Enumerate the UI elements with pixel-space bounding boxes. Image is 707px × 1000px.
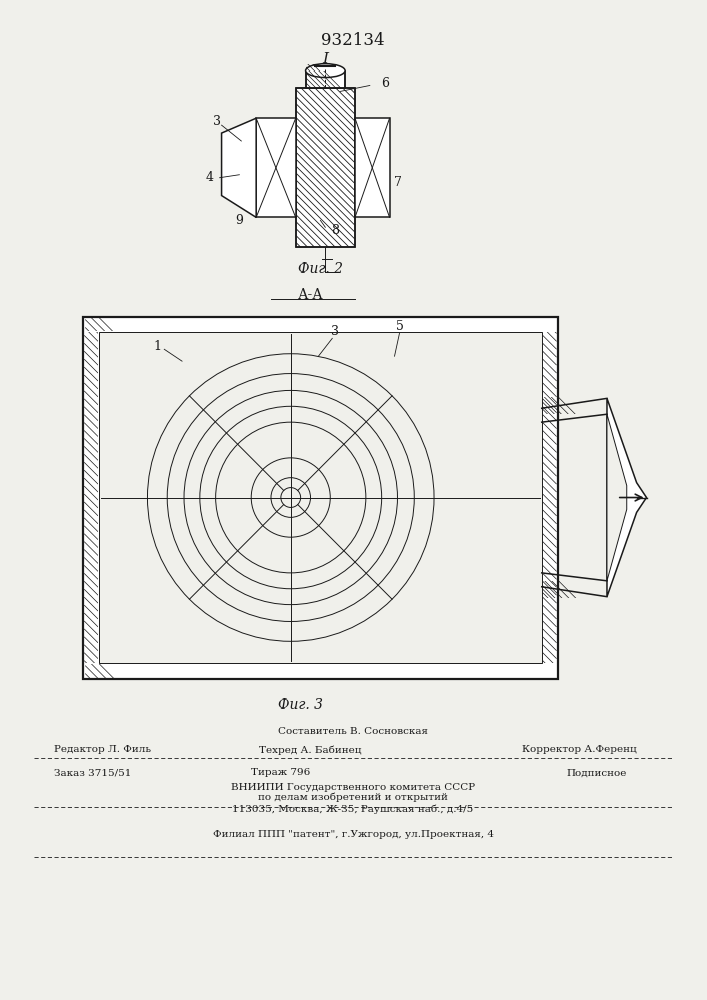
Polygon shape: [296, 88, 355, 247]
Text: Составитель В. Сосновская: Составитель В. Сосновская: [278, 727, 428, 736]
Text: Корректор А.Ференц: Корректор А.Ференц: [522, 745, 636, 754]
Text: ВНИИПИ Государственного комитета СССР: ВНИИПИ Государственного комитета СССР: [231, 783, 475, 792]
Text: Тираж 796: Тираж 796: [251, 768, 310, 777]
Text: I: I: [322, 52, 328, 66]
Text: 9: 9: [235, 214, 243, 227]
Polygon shape: [256, 118, 296, 217]
Polygon shape: [305, 71, 345, 88]
Text: Фиг. 2: Фиг. 2: [298, 262, 343, 276]
Text: Филиал ППП "патент", г.Ужгород, ул.Проектная, 4: Филиал ППП "патент", г.Ужгород, ул.Проек…: [213, 830, 493, 839]
Text: А-А: А-А: [298, 288, 323, 302]
Text: Заказ 3715/51: Заказ 3715/51: [54, 768, 131, 777]
Polygon shape: [83, 317, 558, 679]
Text: 7: 7: [394, 176, 402, 189]
Text: Редактор Л. Филь: Редактор Л. Филь: [54, 745, 151, 754]
Text: 3: 3: [213, 115, 221, 128]
Text: 5: 5: [395, 320, 404, 333]
Ellipse shape: [305, 64, 345, 78]
Text: 8: 8: [331, 224, 339, 237]
Polygon shape: [355, 118, 390, 217]
Polygon shape: [221, 118, 256, 217]
Text: 1: 1: [153, 340, 161, 353]
Polygon shape: [607, 398, 646, 597]
Text: 113035, Москва, Ж-35, Раушская наб., д.4/5: 113035, Москва, Ж-35, Раушская наб., д.4…: [233, 805, 474, 814]
Text: 4: 4: [206, 171, 214, 184]
Text: 6: 6: [380, 77, 389, 90]
Text: 3: 3: [331, 325, 339, 338]
Polygon shape: [99, 332, 542, 663]
Text: 932134: 932134: [321, 32, 385, 49]
Text: Фиг. 3: Фиг. 3: [278, 698, 323, 712]
Text: Техред А. Бабинец: Техред А. Бабинец: [259, 745, 362, 755]
Text: Подписное: Подписное: [567, 768, 627, 777]
Text: по делам изобретений и открытий: по делам изобретений и открытий: [258, 793, 448, 802]
Polygon shape: [607, 414, 626, 581]
